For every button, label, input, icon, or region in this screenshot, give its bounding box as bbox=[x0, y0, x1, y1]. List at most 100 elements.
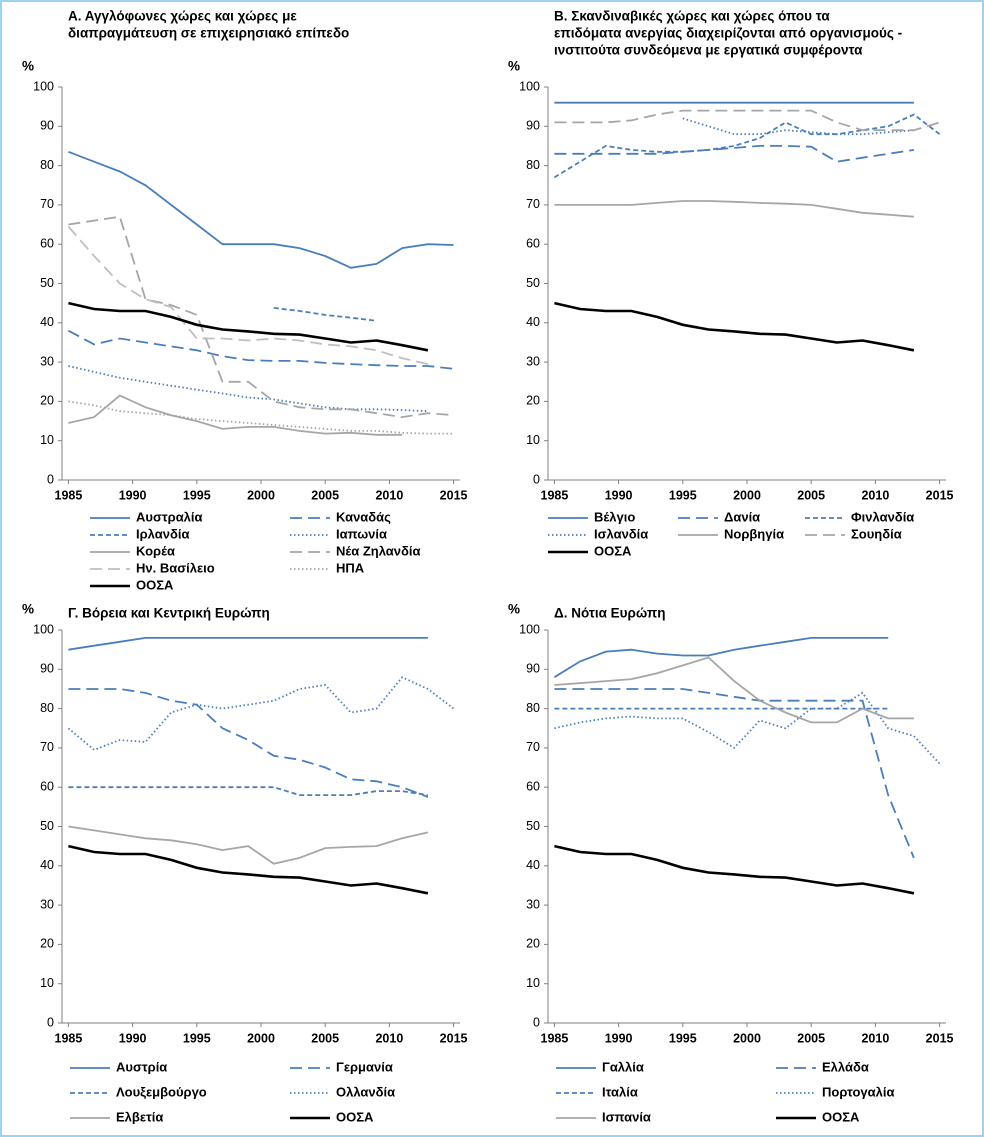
series-line bbox=[554, 844, 915, 895]
y-tick-label: 10 bbox=[40, 433, 54, 447]
x-tick-label: 1985 bbox=[55, 1031, 83, 1045]
legend-label: Βέλγιο bbox=[594, 509, 635, 524]
legend-label: Λουξεμβούργο bbox=[116, 1084, 207, 1099]
series-line bbox=[68, 637, 428, 651]
legend-label: Κορέα bbox=[136, 543, 175, 558]
series-line bbox=[68, 825, 429, 865]
y-tick-label: 60 bbox=[40, 236, 54, 250]
y-axis-label: % bbox=[508, 59, 520, 74]
x-tick-label: 1985 bbox=[55, 488, 83, 502]
x-tick-label: 2000 bbox=[733, 488, 761, 502]
y-tick-label: 0 bbox=[533, 472, 540, 486]
series-line bbox=[68, 400, 454, 435]
x-tick-label: 1995 bbox=[669, 488, 697, 502]
legend-label: Ελλάδα bbox=[822, 1059, 869, 1074]
y-tick-label: 90 bbox=[40, 662, 54, 676]
x-tick-label: 2000 bbox=[247, 1031, 275, 1045]
y-tick-label: 40 bbox=[526, 858, 540, 872]
chart-title: Δ. Νότια Ευρώπη bbox=[554, 606, 665, 621]
y-tick-label: 10 bbox=[526, 976, 540, 990]
y-tick-label: 30 bbox=[40, 354, 54, 368]
legend-label: Φινλανδία bbox=[851, 509, 914, 524]
x-tick-label: 1990 bbox=[119, 1031, 147, 1045]
y-tick-label: 30 bbox=[526, 897, 540, 911]
legend-label: ΟΟΣΑ bbox=[136, 577, 174, 592]
legend-label: Γερμανία bbox=[336, 1059, 393, 1074]
y-tick-label: 20 bbox=[40, 937, 54, 951]
legend-label: Ην. Βασίλειο bbox=[136, 560, 215, 575]
series-line bbox=[554, 656, 914, 724]
y-axis-label: % bbox=[508, 602, 520, 617]
x-tick-label: 2010 bbox=[375, 1031, 403, 1045]
legend-label: ΟΟΣΑ bbox=[594, 543, 632, 558]
y-tick-label: 50 bbox=[526, 276, 540, 290]
y-axis-label: % bbox=[22, 59, 34, 74]
x-tick-label: 1995 bbox=[183, 1031, 211, 1045]
y-tick-label: 100 bbox=[33, 79, 54, 93]
chart-title: ινστιτούτα συνδεόμενα με εργατικά συμφέρ… bbox=[554, 43, 863, 58]
y-tick-label: 60 bbox=[526, 236, 540, 250]
legend-label: Ισλανδία bbox=[594, 526, 648, 541]
legend-label: Νορβηγία bbox=[724, 526, 784, 541]
x-tick-label: 2005 bbox=[311, 1031, 339, 1045]
legend-label: Γαλλία bbox=[602, 1059, 644, 1074]
x-tick-label: 1985 bbox=[541, 1031, 569, 1045]
legend-label: Νέα Ζηλανδία bbox=[336, 543, 421, 558]
y-tick-label: 90 bbox=[526, 662, 540, 676]
series-line bbox=[554, 145, 915, 163]
chart-title: επιδόματα ανεργίας διαχειρίζονται από ορ… bbox=[554, 26, 902, 41]
series-line bbox=[67, 676, 455, 751]
y-tick-label: 70 bbox=[526, 740, 540, 754]
series-line bbox=[68, 215, 454, 419]
x-tick-label: 1990 bbox=[605, 488, 633, 502]
x-tick-label: 2010 bbox=[375, 488, 403, 502]
x-tick-label: 2005 bbox=[797, 1031, 825, 1045]
y-tick-label: 20 bbox=[526, 394, 540, 408]
y-tick-label: 80 bbox=[526, 158, 540, 172]
series-line bbox=[67, 329, 454, 370]
chart-title: Β. Σκανδιναβικές χώρες και χώρες όπου τα bbox=[554, 9, 830, 24]
y-tick-label: 10 bbox=[40, 976, 54, 990]
series-line bbox=[68, 301, 429, 352]
legend-label: Ιαπωνία bbox=[336, 526, 387, 541]
legend-label: Πορτογαλία bbox=[822, 1084, 894, 1099]
x-tick-label: 2005 bbox=[311, 488, 339, 502]
series-line bbox=[553, 113, 941, 179]
y-tick-label: 80 bbox=[40, 158, 54, 172]
x-tick-label: 2000 bbox=[247, 488, 275, 502]
y-tick-label: 40 bbox=[526, 315, 540, 329]
y-tick-label: 100 bbox=[519, 622, 540, 636]
y-tick-label: 70 bbox=[526, 197, 540, 211]
series-line bbox=[68, 365, 428, 413]
y-tick-label: 10 bbox=[526, 433, 540, 447]
y-tick-label: 60 bbox=[526, 779, 540, 793]
series-line bbox=[554, 109, 940, 132]
y-tick-label: 100 bbox=[33, 622, 54, 636]
chart-title: διαπραγμάτευση σε επιχειρησιακό επίπεδο bbox=[68, 26, 349, 41]
series-line bbox=[68, 150, 454, 269]
y-tick-label: 30 bbox=[40, 897, 54, 911]
y-axis-label: % bbox=[22, 602, 34, 617]
y-tick-label: 70 bbox=[40, 740, 54, 754]
series-line bbox=[554, 200, 914, 218]
legend-label: Ολλανδία bbox=[336, 1084, 395, 1099]
y-tick-label: 60 bbox=[40, 779, 54, 793]
x-tick-label: 2015 bbox=[926, 488, 954, 502]
series-line bbox=[68, 786, 429, 796]
chart-title: Γ. Βόρεια και Κεντρική Ευρώπη bbox=[68, 606, 270, 621]
legend-label: Ελβετία bbox=[116, 1109, 163, 1124]
x-tick-label: 1990 bbox=[605, 1031, 633, 1045]
series-line bbox=[273, 307, 377, 322]
legend-label: Σουηδία bbox=[851, 526, 902, 541]
legend-label: ΟΟΣΑ bbox=[336, 1109, 374, 1124]
series-line bbox=[68, 394, 403, 436]
y-tick-label: 0 bbox=[47, 1015, 54, 1029]
series-line bbox=[68, 844, 429, 895]
y-tick-label: 50 bbox=[40, 276, 54, 290]
x-tick-label: 2010 bbox=[861, 1031, 889, 1045]
series-line bbox=[682, 117, 914, 136]
legend-label: Αυστραλία bbox=[136, 509, 203, 524]
